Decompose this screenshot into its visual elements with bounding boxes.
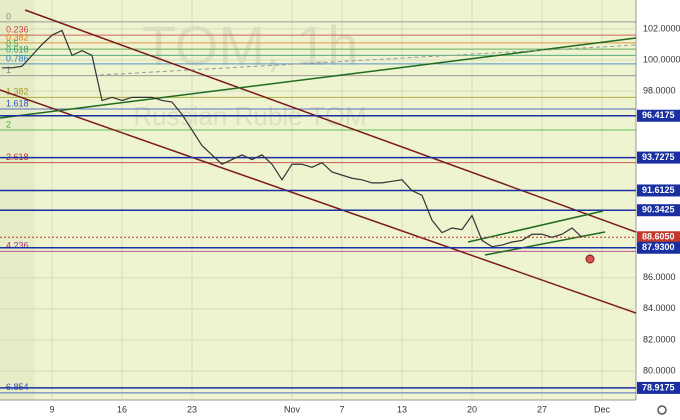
price-level-label: 90.3425 (642, 205, 675, 215)
time-axis (0, 400, 636, 420)
fib-label: 0 (6, 11, 11, 21)
price-level-box (637, 231, 680, 244)
price-level-box (637, 184, 680, 197)
price-level-label: 91.6125 (642, 185, 675, 195)
fib-label: 1.618 (6, 98, 29, 108)
trend-line (99, 44, 637, 76)
levels-layer (0, 114, 636, 389)
price-level-box (637, 241, 680, 254)
price-level-box (637, 204, 680, 217)
x-tick-label: 9 (49, 404, 54, 414)
price-level-label: 93.7275 (642, 152, 675, 162)
price-level-label: 96.4175 (642, 110, 675, 120)
fib-label: 0.382 (6, 32, 29, 42)
x-tick-label: 23 (187, 404, 197, 414)
price-level-label: 78.9175 (642, 382, 675, 392)
x-tick-label: Dec (594, 404, 611, 414)
settings-icon[interactable] (657, 405, 667, 415)
y-tick-label: 102.0000 (643, 23, 680, 33)
price-level-label: 88.6050 (642, 232, 675, 242)
watermark: TOM, 1h (142, 14, 359, 77)
x-tick-label: Nov (284, 404, 301, 414)
fib-layer: 00.2360.3820.50.6180.78611.3821.61822.61… (0, 11, 636, 394)
price-level-box (637, 151, 680, 164)
x-tick-label: 27 (537, 404, 547, 414)
channel-line (484, 231, 606, 256)
fib-label: 0.786 (6, 53, 29, 63)
trend-line (24, 9, 637, 233)
y-tick-label: 100.0000 (643, 54, 680, 64)
y-tick-label: 80.0000 (643, 365, 676, 375)
trend-line (0, 89, 637, 314)
x-tick-label: 16 (117, 404, 127, 414)
plot-background (0, 0, 636, 400)
price-line (2, 29, 583, 248)
fib-label: 1.382 (6, 87, 29, 97)
price-level-box (637, 109, 680, 122)
axis-layer: 9 16 23 Nov 7 13 20 27 Dec 102.0000 100.0000 98.000… (49, 23, 680, 414)
y-tick-label: 84.0000 (643, 303, 676, 313)
y-tick-label: 86.0000 (643, 272, 676, 282)
alert-icon[interactable] (585, 254, 595, 264)
channel-line (467, 210, 604, 243)
trend-lines (0, 9, 637, 314)
x-tick-label: 20 (467, 404, 477, 414)
y-tick-label: 82.0000 (643, 334, 676, 344)
grid-layer (0, 0, 636, 400)
x-tick-label: 7 (339, 404, 344, 414)
series-layer (2, 29, 583, 248)
fib-label: 4.236 (6, 241, 29, 251)
fib-label: 2 (6, 119, 11, 129)
fib-label: 0.236 (6, 25, 29, 35)
price-level-label: 87.9300 (642, 242, 675, 252)
fib-label: 0.618 (6, 45, 29, 55)
fib-label: 1 (6, 65, 11, 75)
fib-label: 0.5 (6, 39, 19, 49)
price-level-box (637, 381, 680, 394)
x-tick-label: 13 (397, 404, 407, 414)
y-tick-label: 98.0000 (643, 86, 676, 96)
